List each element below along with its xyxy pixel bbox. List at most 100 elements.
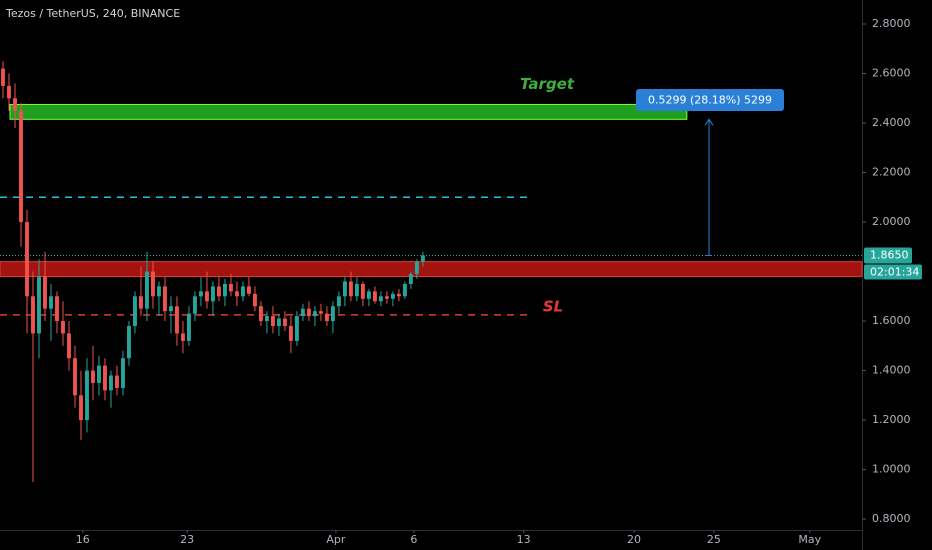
- candle-body: [408, 274, 413, 284]
- candle-body: [199, 291, 203, 297]
- chart-title: Tezos / TetherUS, 240, BINANCE: [5, 7, 180, 20]
- candle-body: [79, 395, 83, 421]
- candle-body: [7, 85, 11, 99]
- candle-body: [55, 296, 59, 322]
- y-tick-label: 1.6000: [872, 314, 911, 327]
- x-tick-label: 23: [180, 533, 194, 546]
- y-tick-label: 2.8000: [872, 17, 911, 30]
- candle-body: [91, 370, 95, 383]
- candle-body: [67, 333, 71, 359]
- candle-body: [252, 293, 257, 307]
- candle-body: [193, 296, 197, 314]
- last-price-box: [864, 247, 912, 264]
- candle-body: [13, 98, 17, 111]
- candle-body: [306, 308, 311, 317]
- candle-body: [216, 286, 221, 297]
- candle-body: [61, 321, 65, 334]
- stop-label: SL: [543, 297, 563, 315]
- support-zone: [0, 261, 863, 278]
- candle-body: [288, 326, 293, 341]
- candle-body: [270, 316, 275, 327]
- x-tick-label: 6: [410, 533, 417, 546]
- candle-body: [139, 296, 143, 309]
- candle-body: [378, 296, 383, 302]
- candle-body: [187, 313, 191, 341]
- candle-body: [330, 306, 335, 322]
- candle-body: [1, 68, 5, 86]
- candle-body: [312, 311, 317, 317]
- candle-body: [360, 283, 365, 299]
- candle-body: [372, 291, 377, 302]
- y-tick-label: 0.8000: [872, 512, 911, 525]
- countdown-label: 02:01:34: [870, 265, 919, 278]
- candle-body: [414, 261, 419, 275]
- candle-body: [175, 306, 179, 334]
- candle-body: [300, 308, 305, 317]
- candle-body: [222, 283, 227, 297]
- x-tick-label: Apr: [326, 533, 346, 546]
- x-tick-label: 25: [707, 533, 721, 546]
- candle-body: [384, 296, 389, 299]
- measure-label-box: [636, 89, 784, 111]
- y-tick-label: 2.2000: [872, 166, 911, 179]
- x-tick-label: 13: [517, 533, 531, 546]
- y-tick-label: 1.4000: [872, 364, 911, 377]
- candle-body: [109, 375, 113, 391]
- countdown-box: [864, 264, 922, 280]
- y-tick-label: 2.0000: [872, 215, 911, 228]
- measure-arrowhead: [704, 118, 714, 126]
- measure-label: 0.5299 (28.18%) 5299: [648, 94, 772, 107]
- candle-body: [246, 286, 251, 294]
- y-tick-label: 1.2000: [872, 413, 911, 426]
- candle-body: [49, 296, 53, 309]
- candle-body: [390, 293, 395, 299]
- target-zone: [9, 103, 688, 120]
- candle-body: [396, 293, 401, 297]
- y-tick-label: 1.0000: [872, 463, 911, 476]
- candle-body: [19, 110, 23, 223]
- candle-body: [115, 375, 119, 388]
- candle-body: [366, 291, 371, 299]
- candle-body: [211, 286, 215, 302]
- candle-body: [31, 296, 35, 334]
- candle-body: [264, 316, 269, 322]
- candle-body: [420, 255, 425, 262]
- candle-body: [145, 271, 149, 309]
- y-tick-label: 2.6000: [872, 67, 911, 80]
- candle-body: [348, 281, 353, 297]
- candle-body: [402, 283, 407, 297]
- candle-body: [127, 326, 131, 359]
- candle-body: [157, 286, 161, 297]
- candle-body: [181, 333, 185, 341]
- candle-body: [354, 283, 359, 297]
- candle-body: [240, 286, 245, 297]
- candle-body: [258, 306, 263, 322]
- candle-body: [169, 306, 173, 312]
- candle-body: [85, 370, 89, 421]
- x-tick-label: May: [798, 533, 821, 546]
- last-price-label: 1.8650: [870, 248, 909, 261]
- candle-body: [121, 358, 125, 388]
- candle-body: [336, 296, 341, 307]
- candle-body: [342, 281, 347, 297]
- candle-body: [163, 286, 167, 312]
- candle-body: [324, 313, 329, 322]
- x-tick-label: 20: [627, 533, 641, 546]
- candle-body: [228, 283, 233, 292]
- candle-body: [37, 276, 41, 334]
- candle-body: [97, 365, 101, 383]
- target-label: Target: [520, 75, 575, 93]
- candle-body: [276, 318, 281, 327]
- y-tick-label: 2.4000: [872, 116, 911, 129]
- candle-body: [318, 311, 323, 314]
- candle-body: [73, 358, 77, 396]
- candle-body: [43, 276, 47, 309]
- candle-body: [133, 296, 137, 327]
- candle-body: [205, 291, 209, 302]
- candle-body: [294, 316, 299, 341]
- x-tick-label: 16: [76, 533, 90, 546]
- candle-body: [282, 318, 287, 327]
- candle-body: [234, 291, 239, 297]
